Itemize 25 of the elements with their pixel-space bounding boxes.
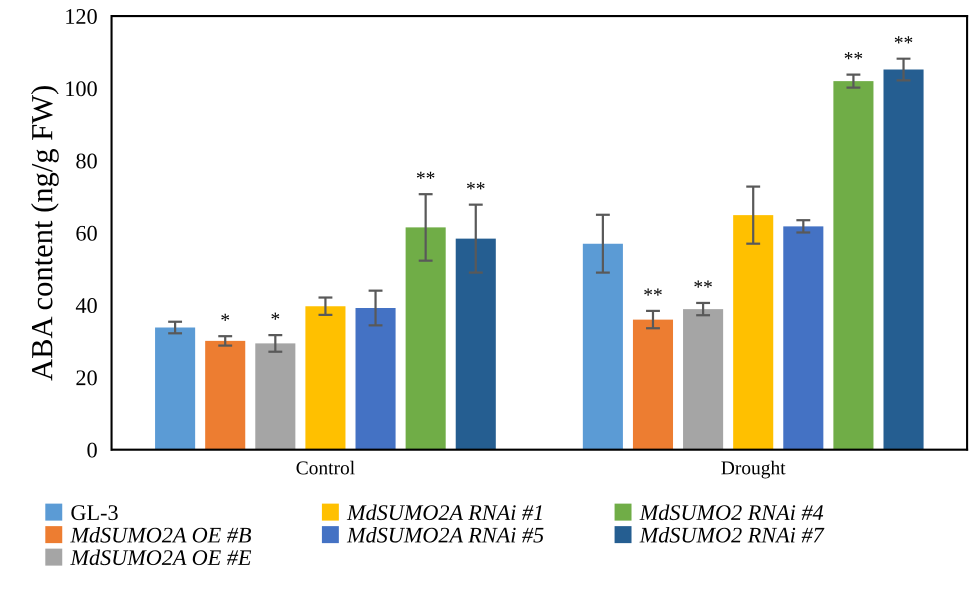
data-label: ** bbox=[694, 280, 712, 288]
data-label: ** bbox=[894, 36, 912, 44]
data-label: * bbox=[271, 312, 280, 320]
data-label: ** bbox=[416, 172, 434, 179]
data-label: * bbox=[221, 314, 230, 321]
y-tick-label: 80 bbox=[76, 154, 97, 169]
y-tick-label: 120 bbox=[66, 8, 97, 24]
x-tick-label: Drought bbox=[721, 460, 786, 478]
y-axis-title: ABA content (ng/g FW) bbox=[30, 86, 59, 381]
legend-label: GL-3 bbox=[71, 505, 118, 520]
data-label: ** bbox=[644, 288, 662, 296]
y-tick-label: 0 bbox=[87, 442, 97, 458]
x-tick-label: Control bbox=[296, 460, 355, 474]
y-tick-label: 40 bbox=[76, 298, 97, 314]
legend-label: MdSUMO2A OE #B bbox=[70, 526, 252, 543]
data-label: ** bbox=[466, 182, 485, 190]
data-label: ** bbox=[844, 52, 862, 60]
legend-label: MdSUMO2A OE #E bbox=[70, 550, 252, 566]
legend-label: MdSUMO2 RNAi #7 bbox=[639, 526, 824, 543]
legend-label: MdSUMO2A RNAi #5 bbox=[346, 526, 544, 543]
y-tick-label: 60 bbox=[76, 226, 97, 241]
legend-label: MdSUMO2A RNAi #1 bbox=[346, 504, 542, 520]
legend-label: MdSUMO2 RNAi #4 bbox=[639, 504, 824, 520]
y-tick-label: 20 bbox=[76, 370, 97, 386]
y-tick-label: 100 bbox=[66, 81, 97, 96]
